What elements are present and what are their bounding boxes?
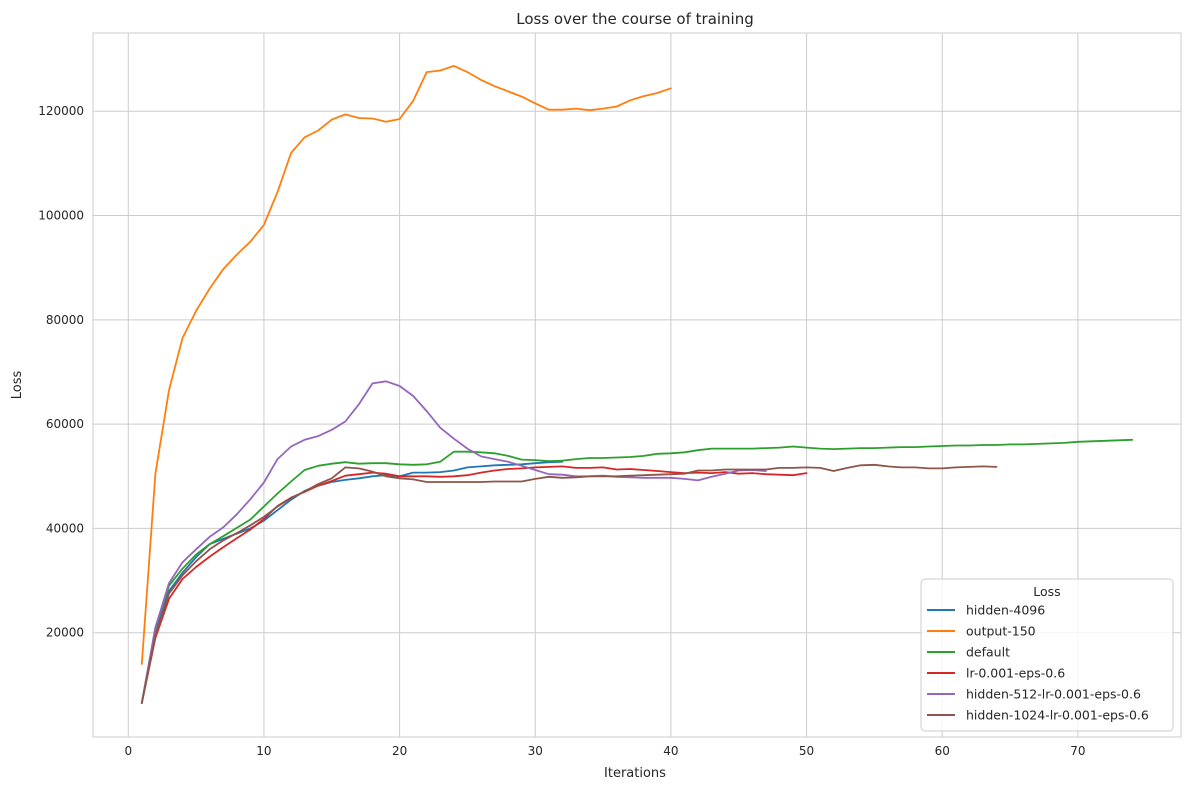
x-tick-labels: 0 10 20 30 40 50 60 70: [124, 744, 1085, 758]
series-line-hidden-1024-lr-0.001-eps-0.6: [140, 463, 998, 704]
x-tick-label: 20: [392, 744, 407, 758]
series-line-default: [140, 438, 1134, 704]
x-tick-label: 30: [528, 744, 543, 758]
legend-label-hidden-4096: hidden-4096: [966, 603, 1045, 618]
plot-frame: [92, 32, 1182, 738]
legend-items: hidden-4096 output-150 default lr-0.001-eps…: [927, 603, 1149, 723]
legend-box: [920, 578, 1174, 732]
y-tick-labels: 20000 40000 60000 80000 100000 120000: [38, 104, 84, 639]
y-tick-label: 120000: [38, 104, 84, 118]
y-axis-label: Loss: [10, 371, 25, 400]
x-axis-label: Iterations: [604, 766, 666, 781]
chart-title: Loss over the course of training: [516, 10, 754, 28]
series-line-lr-0.001-eps-0.6: [140, 465, 808, 704]
legend-title: Loss: [1033, 584, 1060, 599]
x-tick-label: 60: [935, 744, 950, 758]
x-tick-label: 0: [124, 744, 132, 758]
legend-label-hidden-1024-lr-0.001-eps-0.6: hidden-1024-lr-0.001-eps-0.6: [966, 708, 1149, 723]
legend-label-output-150: output-150: [966, 624, 1036, 639]
x-tick-label: 50: [799, 744, 814, 758]
y-tick-label: 40000: [46, 521, 84, 535]
x-tick-label: 10: [256, 744, 271, 758]
legend-label-default: default: [966, 645, 1010, 660]
x-tick-label: 40: [663, 744, 678, 758]
y-tick-label: 20000: [46, 626, 84, 640]
series-lines: [140, 65, 1134, 704]
y-tick-label: 100000: [38, 209, 84, 223]
series-line-output-150: [140, 65, 672, 665]
y-tick-label: 60000: [46, 417, 84, 431]
series-line-hidden-512-lr-0.001-eps-0.6: [140, 380, 767, 704]
legend: Loss hidden-4096 output-150 default lr-0.00…: [920, 578, 1174, 732]
x-tick-label: 70: [1070, 744, 1085, 758]
y-tick-label: 80000: [46, 313, 84, 327]
legend-label-lr-0.001-eps-0.6: lr-0.001-eps-0.6: [966, 666, 1065, 681]
legend-label-hidden-512-lr-0.001-eps-0.6: hidden-512-lr-0.001-eps-0.6: [966, 687, 1141, 702]
